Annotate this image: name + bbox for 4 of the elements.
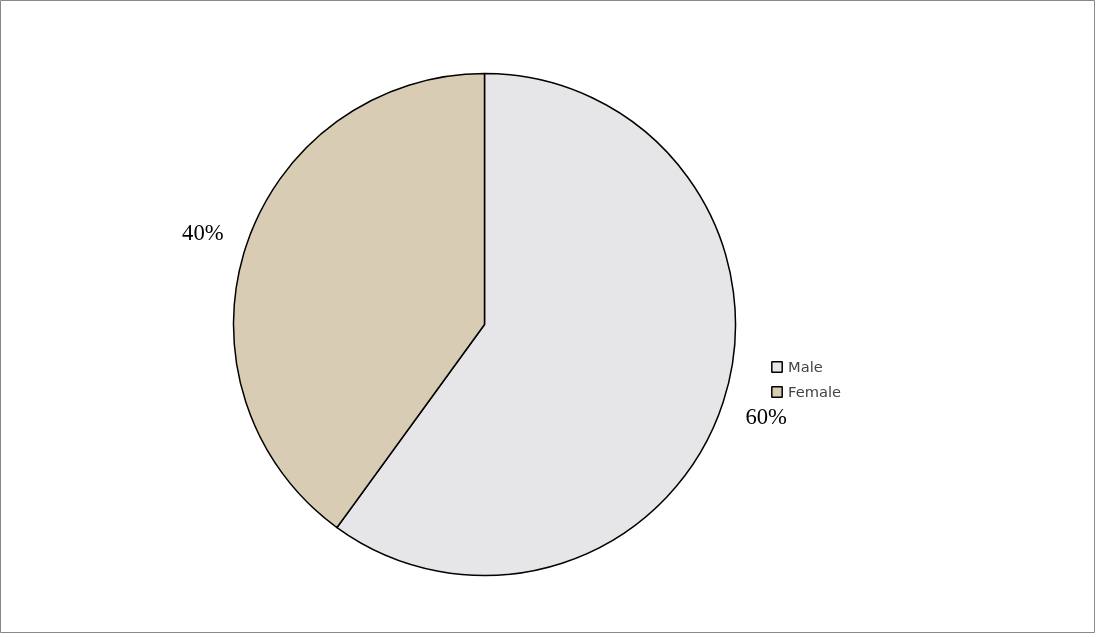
legend-label: Male (788, 358, 823, 375)
legend-label: Female (788, 383, 841, 400)
data-label: 60% (745, 403, 788, 429)
data-label: 40% (182, 220, 224, 246)
